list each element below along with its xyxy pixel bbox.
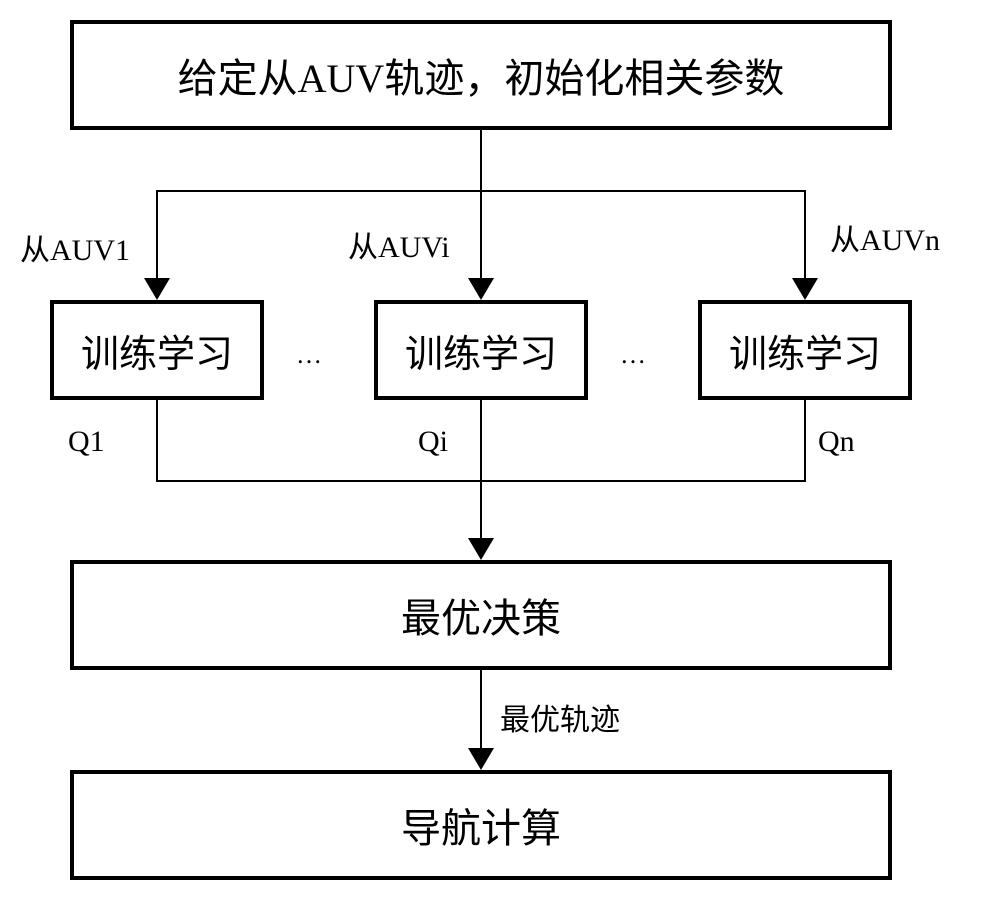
box-train-i-text: 训练学习 [405, 323, 557, 378]
line-to-train1 [156, 190, 158, 280]
box-train-n-text: 训练学习 [729, 323, 881, 378]
box-train-1: 训练学习 [50, 300, 264, 400]
box-init: 给定从AUV轨迹，初始化相关参数 [70, 20, 892, 130]
label-qi: Qi [418, 425, 448, 459]
arrow-trainn [792, 278, 818, 300]
arrow-traini [468, 278, 494, 300]
label-auvi: 从AUVi [348, 222, 450, 266]
label-q1: Q1 [68, 425, 105, 459]
label-auvn: 从AUVn [830, 215, 940, 259]
box-nav-text: 导航计算 [401, 796, 561, 854]
arrow-opt [468, 538, 494, 560]
box-init-text: 给定从AUV轨迹，初始化相关参数 [178, 46, 785, 104]
arrow-train1 [144, 278, 170, 300]
flowchart-canvas: 给定从AUV轨迹，初始化相关参数 从AUV1 从AUVi 从AUVn 训练学习 … [0, 0, 1000, 911]
line-to-nav [480, 670, 482, 750]
line-to-trainn [804, 190, 806, 280]
box-train-1-text: 训练学习 [81, 323, 233, 378]
line-from-traini [480, 400, 482, 480]
line-to-opt [480, 480, 482, 540]
box-train-n: 训练学习 [698, 300, 912, 400]
box-train-i: 训练学习 [374, 300, 588, 400]
label-opt-traj: 最优轨迹 [500, 695, 620, 739]
arrow-nav [468, 748, 494, 770]
line-to-traini [480, 190, 482, 280]
box-nav: 导航计算 [70, 770, 892, 880]
ellipsis-right: … [620, 340, 654, 370]
line-from-trainn [804, 400, 806, 480]
box-optimal: 最优决策 [70, 560, 892, 670]
line-top-down [480, 130, 482, 190]
label-auv1: 从AUV1 [20, 225, 130, 269]
box-optimal-text: 最优决策 [401, 586, 561, 644]
ellipsis-left: … [296, 340, 330, 370]
line-from-train1 [156, 400, 158, 480]
label-qn: Qn [818, 425, 855, 459]
